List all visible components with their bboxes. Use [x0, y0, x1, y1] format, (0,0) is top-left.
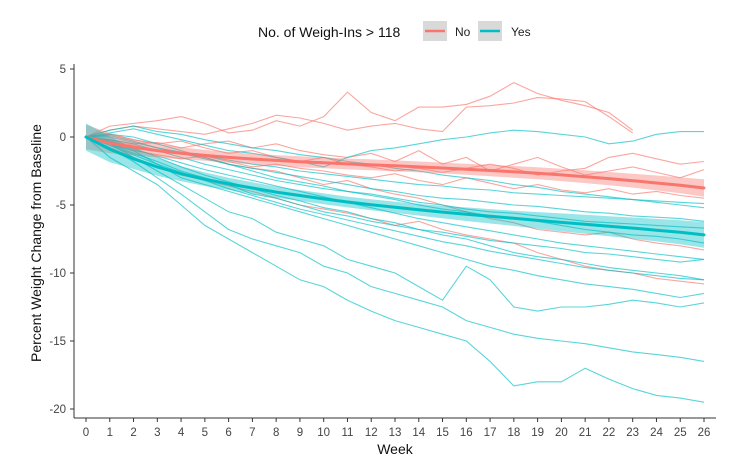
x-tick-label: 5 — [202, 427, 208, 439]
x-tick-label: 2 — [130, 427, 136, 439]
x-tick-label: 15 — [436, 427, 449, 439]
legend-title: No. of Weigh-Ins > 118 — [258, 24, 400, 40]
y-tick-label: -10 — [49, 268, 66, 280]
x-tick-label: 18 — [507, 427, 520, 439]
individual-line-yes — [85, 136, 705, 229]
y-tick-label: -15 — [49, 336, 66, 348]
y-tick-label: -20 — [49, 404, 66, 416]
y-ticks: 5 0 -5 -10 -15 -20 — [49, 64, 74, 416]
x-tick-label: 24 — [650, 427, 663, 439]
x-tick-label: 16 — [460, 427, 473, 439]
x-tick-label: 11 — [341, 427, 353, 439]
x-tick-label: 17 — [484, 427, 497, 439]
x-axis-title: Week — [377, 441, 414, 457]
y-axis-title: Percent Weight Change from Baseline — [28, 124, 44, 362]
individual-line-yes — [85, 136, 705, 403]
ci-ribbon-no — [86, 124, 704, 197]
axes — [73, 64, 716, 419]
x-tick-label: 23 — [626, 427, 639, 439]
individual-line-yes — [85, 136, 705, 299]
legend-label-yes: Yes — [511, 25, 531, 39]
individual-line-yes — [85, 136, 705, 263]
individual-line-no — [85, 136, 705, 179]
x-tick-label: 14 — [412, 427, 425, 439]
x-tick-label: 26 — [698, 427, 711, 439]
individual-line-yes — [85, 128, 704, 168]
x-tick-label: 8 — [273, 427, 279, 439]
y-tick-label: 0 — [60, 132, 66, 144]
x-tick-label: 21 — [579, 427, 592, 439]
individual-line-no — [85, 97, 634, 138]
individual-line-yes — [85, 136, 705, 260]
individual-line-yes — [85, 136, 705, 362]
x-tick-label: 6 — [225, 427, 231, 439]
individual-line-yes — [85, 125, 705, 209]
individual-line-no — [85, 133, 705, 176]
individual-line-yes — [85, 136, 705, 281]
x-tick-label: 3 — [154, 427, 160, 439]
x-tick-label: 10 — [317, 427, 330, 439]
individual-line-no — [85, 136, 705, 199]
legend-label-no: No — [455, 25, 471, 39]
x-tick-label: 7 — [249, 427, 255, 439]
x-tick-label: 20 — [555, 427, 568, 439]
smooth-line-yes — [84, 135, 706, 237]
legend: No. of Weigh-Ins > 118 No Yes — [258, 21, 531, 41]
ci-ribbon-yes — [86, 123, 704, 248]
x-tick-label: 25 — [674, 427, 687, 439]
smooth-lines — [84, 135, 706, 237]
x-tick-label: 22 — [603, 427, 616, 439]
x-tick-label: 0 — [83, 427, 89, 439]
x-tick-label: 4 — [178, 427, 185, 439]
smooth-line-no — [84, 135, 706, 190]
x-tick-label: 1 — [107, 427, 113, 439]
x-tick-label: 19 — [531, 427, 544, 439]
x-ticks: 0 1 2 3 4 5 6 7 8 9 10 11 12 13 14 15 16 17 18 19 20 21 22 23 24… — [83, 418, 711, 439]
x-tick-label: 13 — [389, 427, 402, 439]
y-tick-label: -5 — [56, 200, 66, 212]
confidence-ribbons — [86, 123, 704, 248]
x-tick-label: 12 — [365, 427, 378, 439]
individual-line-no — [85, 81, 634, 138]
y-tick-label: 5 — [60, 64, 66, 76]
x-tick-label: 9 — [297, 427, 303, 439]
individual-line-yes — [85, 136, 705, 312]
